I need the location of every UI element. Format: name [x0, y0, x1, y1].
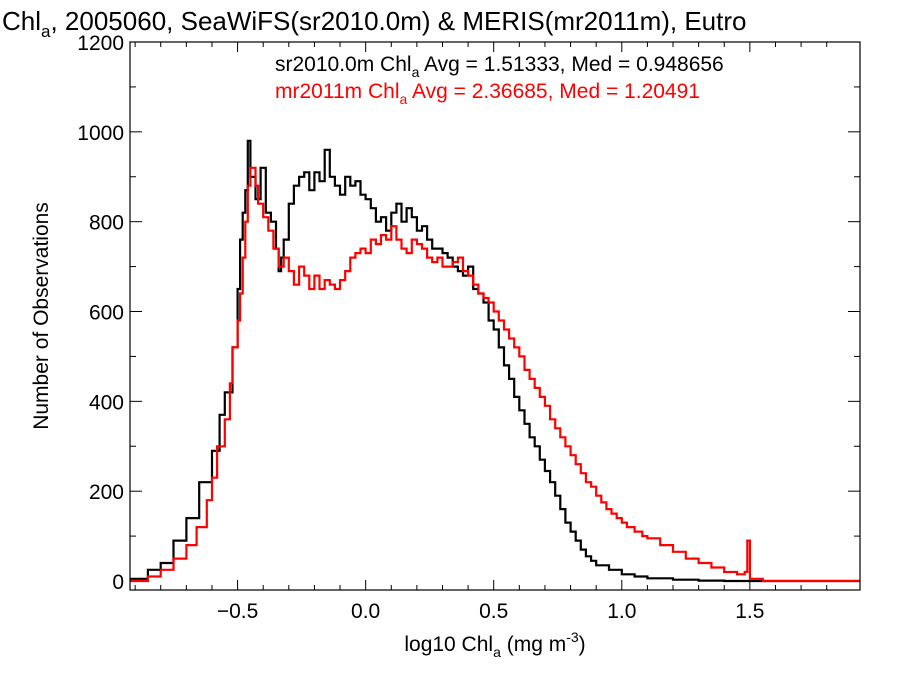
y-axis-label: Number of Observations [30, 202, 53, 430]
series-line-sr2010.0m [130, 139, 860, 583]
x-tick-label: 1.5 [735, 600, 764, 623]
x-axis-label-text: log10 Chla (mg m-3) [404, 629, 585, 660]
chart-title: Chla, 2005060, SeaWiFS(sr2010.0m) & MERI… [2, 6, 746, 41]
legend: sr2010.0m Chla Avg = 1.51333, Med = 0.94… [275, 53, 724, 107]
plot-frame [129, 41, 861, 591]
y-axis-label-text: Number of Observations [30, 202, 53, 430]
y-tick-label: 800 [89, 212, 124, 235]
x-tick-label: −0.5 [217, 600, 258, 623]
x-tick-label: 1.0 [607, 600, 636, 623]
x-axis-label: log10 Chla (mg m-3) [404, 629, 585, 660]
x-tick-label: 0.5 [479, 600, 508, 623]
series-line-mr2011m [130, 166, 860, 583]
y-tick-label: 1200 [77, 32, 124, 55]
y-tick-label: 1000 [77, 122, 124, 145]
chart-title-text: Chla, 2005060, SeaWiFS(sr2010.0m) & MERI… [2, 6, 746, 41]
x-tick-label: 0.0 [351, 600, 380, 623]
legend-entry-sr2010.0m: sr2010.0m Chla Avg = 1.51333, Med = 0.94… [275, 53, 724, 80]
y-tick-label: 600 [89, 302, 124, 325]
tick-labels: −0.5 0.0 0.5 1.0 1.5 0 200 400 600 800 1000 1200 [77, 32, 764, 623]
y-tick-label: 0 [112, 571, 124, 594]
series-group [130, 139, 860, 583]
y-tick-label: 200 [89, 481, 124, 504]
y-tick-label: 400 [89, 391, 124, 414]
legend-entry-mr2011m: mr2011m Chla Avg = 2.36685, Med = 1.2049… [275, 80, 700, 107]
